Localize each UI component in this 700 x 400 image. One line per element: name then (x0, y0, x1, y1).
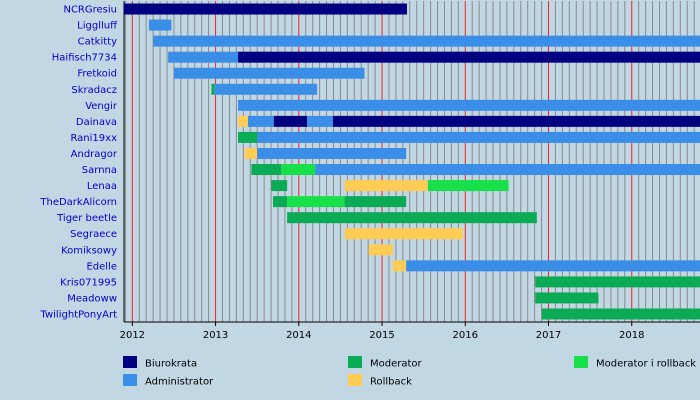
bar-moderator (271, 180, 288, 192)
legend-label-administrator: Administrator (145, 377, 214, 388)
user-labels: NCRGresiu Ligglluff Catkitty Haifisch7734 Fr… (39, 5, 118, 321)
legend: Biurokrata Administrator Moderator Rollback… (123, 356, 696, 388)
legend-swatch-biurokrata (123, 356, 137, 368)
bar-moderator (287, 212, 537, 224)
bar-moderator (344, 196, 407, 208)
bar-modrollback (427, 180, 509, 192)
bar-moderator (535, 276, 700, 288)
bar-rollback (238, 115, 249, 127)
bars (124, 3, 700, 320)
legend-label-rollback: Rollback (370, 377, 412, 388)
legend-label-biurokrata: Biurokrata (145, 359, 197, 370)
bar-biurokrata (238, 51, 700, 63)
user-label[interactable]: Fretkoid (77, 69, 117, 80)
bar-administrator (173, 67, 365, 79)
x-tick-label: 2016 (453, 330, 478, 341)
legend-label-moderator: Moderator (370, 359, 423, 370)
user-label[interactable]: Dainava (76, 117, 117, 128)
bar-administrator (257, 131, 700, 143)
legend-swatch-administrator (123, 374, 137, 386)
bar-moderator (211, 83, 215, 95)
user-label[interactable]: Haifisch7734 (52, 53, 117, 64)
user-label[interactable]: Vengir (85, 101, 118, 112)
user-label[interactable]: Kris071995 (60, 277, 117, 288)
bar-administrator (214, 83, 318, 95)
legend-swatch-moderator (348, 356, 362, 368)
x-tick-label: 2015 (369, 330, 394, 341)
x-tick-label: 2013 (203, 330, 228, 341)
bar-biurokrata (273, 115, 308, 127)
bar-modrollback (287, 196, 345, 208)
bar-moderator (272, 196, 288, 208)
bar-rollback (244, 147, 258, 159)
user-label[interactable]: Rani19xx (70, 133, 117, 144)
bar-administrator (148, 19, 172, 31)
legend-swatch-rollback (348, 374, 362, 386)
bar-moderator (251, 164, 282, 176)
plot-background (124, 1, 700, 322)
x-tick-label: 2018 (619, 330, 644, 341)
x-tick-label: 2017 (536, 330, 561, 341)
bar-rollback (344, 228, 463, 240)
bar-rollback (368, 244, 393, 256)
user-label[interactable]: Segraece (70, 229, 117, 240)
user-label[interactable]: Ligglluff (77, 21, 118, 32)
x-tick-label: 2014 (286, 330, 311, 341)
user-label[interactable]: Andragor (71, 149, 118, 160)
user-label[interactable]: Tiger beetle (56, 213, 117, 224)
bar-biurokrata (332, 115, 700, 127)
bar-rollback (344, 180, 428, 192)
bar-moderator (238, 131, 258, 143)
user-label[interactable]: Edelle (86, 261, 117, 272)
bar-rollback (392, 260, 407, 272)
x-axis-ticks: 2012 2013 2014 2015 2016 2017 2018 (120, 322, 644, 341)
bar-administrator (257, 147, 407, 159)
user-label[interactable]: NCRGresiu (63, 5, 117, 16)
user-label[interactable]: TwilightPonyArt (40, 309, 118, 320)
bar-biurokrata (124, 3, 408, 15)
user-label[interactable]: Sarnna (82, 165, 117, 176)
bar-administrator (238, 99, 700, 111)
bar-administrator (168, 51, 239, 63)
legend-label-modrollback: Moderator i rollback (596, 359, 696, 370)
bar-administrator (153, 35, 700, 47)
user-label[interactable]: TheDarkAlicorn (39, 197, 117, 208)
bar-administrator (406, 260, 700, 272)
user-label[interactable]: Lenaa (87, 181, 117, 192)
bar-administrator (315, 164, 700, 176)
bar-moderator (535, 292, 599, 304)
legend-swatch-modrollback (574, 356, 588, 368)
bar-moderator (541, 308, 700, 320)
user-label[interactable]: Meadoww (67, 293, 117, 304)
user-label[interactable]: Catkitty (78, 37, 117, 48)
user-label[interactable]: Komiksowy (61, 245, 117, 256)
x-tick-label: 2012 (120, 330, 145, 341)
bar-administrator (307, 115, 333, 127)
bar-modrollback (281, 164, 316, 176)
bar-administrator (248, 115, 274, 127)
user-label[interactable]: Skradacz (71, 85, 117, 96)
